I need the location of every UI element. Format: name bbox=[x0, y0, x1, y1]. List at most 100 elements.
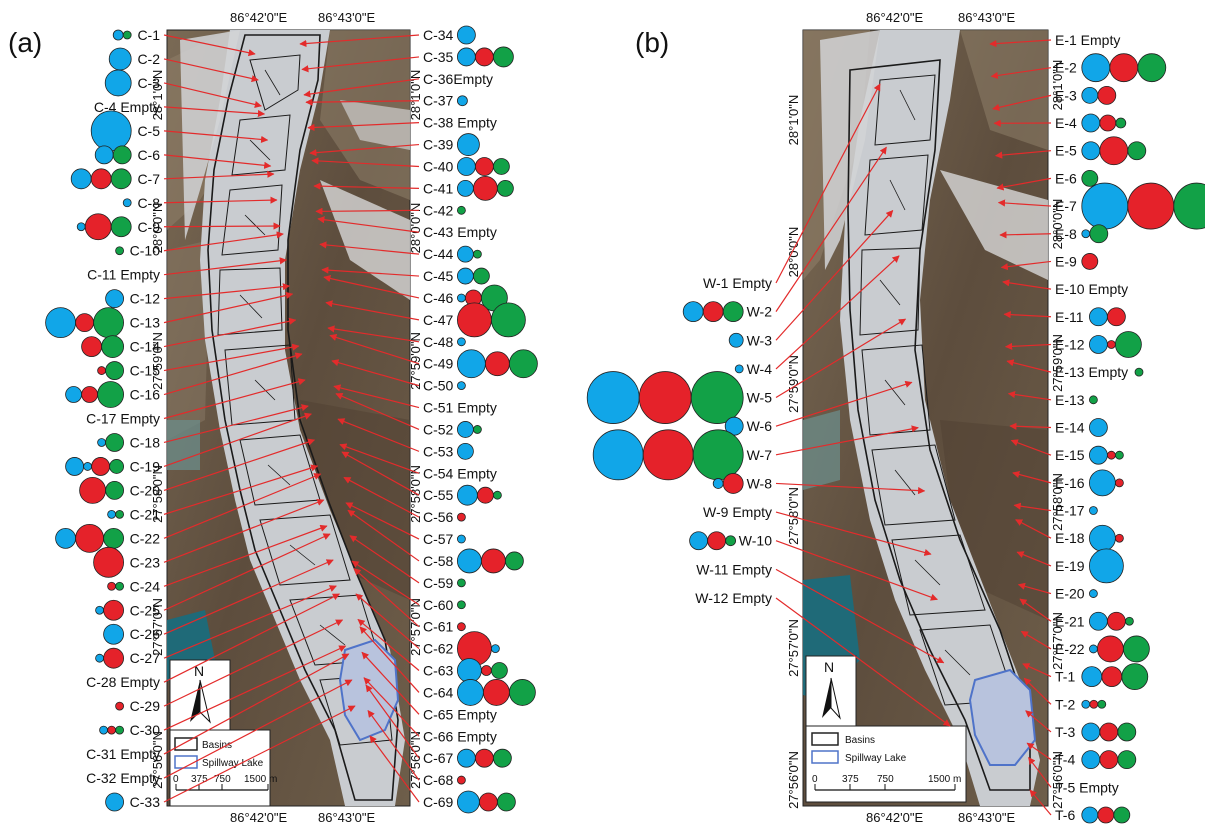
basin-arrow bbox=[163, 438, 316, 491]
basin-arrow bbox=[301, 56, 420, 73]
basin-arrow bbox=[163, 291, 294, 324]
basin-arrow bbox=[163, 593, 341, 683]
basin-labels: C-1C-2C-3C-4 EmptyC-5C-6C-7C-8C-9C-10C-1… bbox=[45, 25, 1205, 824]
coord-right: 27°57'0"N bbox=[408, 598, 423, 656]
basin-label: C-49 bbox=[423, 356, 454, 372]
basin-label: C-62 bbox=[423, 641, 454, 657]
basin-label: C-52 bbox=[423, 421, 454, 437]
basin-glyph bbox=[81, 336, 102, 357]
a-left-c-29: C-29 bbox=[115, 698, 160, 714]
basin-glyph bbox=[115, 701, 124, 711]
basin-glyph bbox=[1101, 666, 1123, 688]
basin-glyph bbox=[1081, 750, 1101, 770]
basin-label: C-57 bbox=[423, 531, 454, 547]
basin-arrow bbox=[333, 384, 420, 409]
coord-left-b: 27°59'0"N bbox=[786, 355, 801, 413]
a-left-c-15: C-15 bbox=[97, 361, 160, 380]
a-left-c-9: C-9 bbox=[76, 213, 160, 241]
b-right-t-3: T-3 bbox=[1055, 722, 1137, 742]
basin-arrow bbox=[163, 317, 297, 348]
basin-label: T-4 bbox=[1055, 752, 1075, 768]
basin-label: C-30 bbox=[130, 722, 161, 738]
basins-swatch bbox=[811, 732, 839, 746]
basin-glyph bbox=[1107, 307, 1126, 327]
basin-glyph bbox=[456, 205, 466, 215]
basin-glyph bbox=[472, 425, 482, 434]
basin-glyph bbox=[95, 605, 104, 615]
basin-label: C-10 bbox=[130, 243, 161, 259]
a-right-c-36empty: C-36Empty bbox=[423, 71, 493, 87]
basin-glyph bbox=[105, 433, 124, 452]
basin-glyph bbox=[456, 748, 476, 768]
basin-glyph bbox=[1089, 506, 1098, 515]
b-right-e-16: E-16 bbox=[1055, 469, 1124, 497]
basin-label: C-23 bbox=[130, 554, 161, 570]
basin-arrow bbox=[299, 34, 420, 48]
basin-arrow bbox=[1015, 519, 1052, 539]
a-left-c-26: C-26 bbox=[103, 623, 160, 645]
basin-arrow bbox=[163, 404, 309, 444]
a-left-c-6: C-6 bbox=[94, 145, 160, 165]
basin-glyph bbox=[1125, 616, 1134, 626]
arrow-layer bbox=[163, 34, 1052, 816]
basin-label: C-69 bbox=[423, 794, 454, 810]
basin-label: E-13 bbox=[1055, 392, 1085, 408]
basin-arrow bbox=[990, 67, 1052, 80]
basin-label: C-11 Empty bbox=[87, 267, 160, 283]
a-left-c-23: C-23 bbox=[93, 546, 161, 578]
basin-glyph bbox=[474, 748, 494, 768]
basin-arrow bbox=[999, 231, 1052, 239]
basin-label: C-25 bbox=[130, 602, 161, 618]
basin-glyph bbox=[1081, 806, 1099, 824]
a-right-c-52: C-52 bbox=[423, 421, 482, 438]
basin-glyph bbox=[103, 647, 124, 669]
basin-label: W-2 bbox=[747, 304, 773, 320]
basin-label: C-43 Empty bbox=[423, 224, 497, 240]
basin-glyph bbox=[1089, 524, 1116, 552]
b-right-e-22: E-22 bbox=[1055, 635, 1150, 663]
coord-left: 27°57'0"N bbox=[150, 598, 165, 656]
basin-arrow bbox=[163, 585, 337, 659]
coord-left: 27°59'0"N bbox=[150, 332, 165, 390]
basin-label: E-10 Empty bbox=[1055, 281, 1128, 297]
basin-glyph bbox=[456, 245, 474, 263]
basin-label: E-15 bbox=[1055, 447, 1085, 463]
basin-label: C-42 bbox=[423, 202, 454, 218]
basin-glyph bbox=[1115, 533, 1124, 543]
b-right-e-19: E-19 bbox=[1055, 548, 1124, 584]
basin-arrow bbox=[329, 333, 420, 365]
basin-glyph bbox=[1089, 445, 1108, 465]
coord-left-b: 28°0'0"N bbox=[786, 227, 801, 278]
basin-arrow bbox=[325, 300, 420, 321]
coord-bottom-2: 86°43'0"E bbox=[318, 810, 375, 825]
b-left-w-10: W-10 bbox=[689, 531, 772, 551]
basin-glyph bbox=[1115, 331, 1142, 358]
basin-glyph bbox=[104, 69, 132, 97]
basins-legend-label-b: Basins bbox=[845, 735, 875, 746]
basin-glyph bbox=[456, 157, 476, 176]
coord-right-b: 27°56'0"N bbox=[1050, 751, 1065, 809]
north-label: N bbox=[194, 663, 204, 679]
basin-glyph bbox=[1123, 635, 1150, 663]
b-left-w-7: W-7 bbox=[592, 429, 772, 481]
basin-glyph bbox=[707, 531, 726, 551]
basin-glyph bbox=[108, 47, 132, 71]
a-left-c-25: C-25 bbox=[95, 599, 161, 621]
basin-glyph bbox=[95, 653, 104, 663]
basin-glyph bbox=[1089, 699, 1099, 709]
basin-arrow bbox=[163, 257, 287, 276]
basin-arrow bbox=[775, 318, 907, 399]
basin-glyph bbox=[509, 679, 536, 706]
coord-right-b: 27°57'0"N bbox=[1050, 612, 1065, 670]
a-right-c-39: C-39 bbox=[423, 133, 480, 156]
basin-glyph bbox=[490, 644, 500, 653]
basin-arrow bbox=[163, 34, 256, 57]
basin-label: C-48 bbox=[423, 334, 454, 350]
basin-arrow bbox=[337, 418, 420, 452]
basin-label: C-21 bbox=[130, 506, 161, 522]
basin-glyph bbox=[90, 110, 132, 152]
basin-label: W-9 Empty bbox=[703, 504, 772, 520]
basin-glyph bbox=[84, 213, 112, 241]
basin-arrow bbox=[323, 275, 420, 299]
scale-bar: 0 375 750 1500 m bbox=[173, 774, 277, 791]
